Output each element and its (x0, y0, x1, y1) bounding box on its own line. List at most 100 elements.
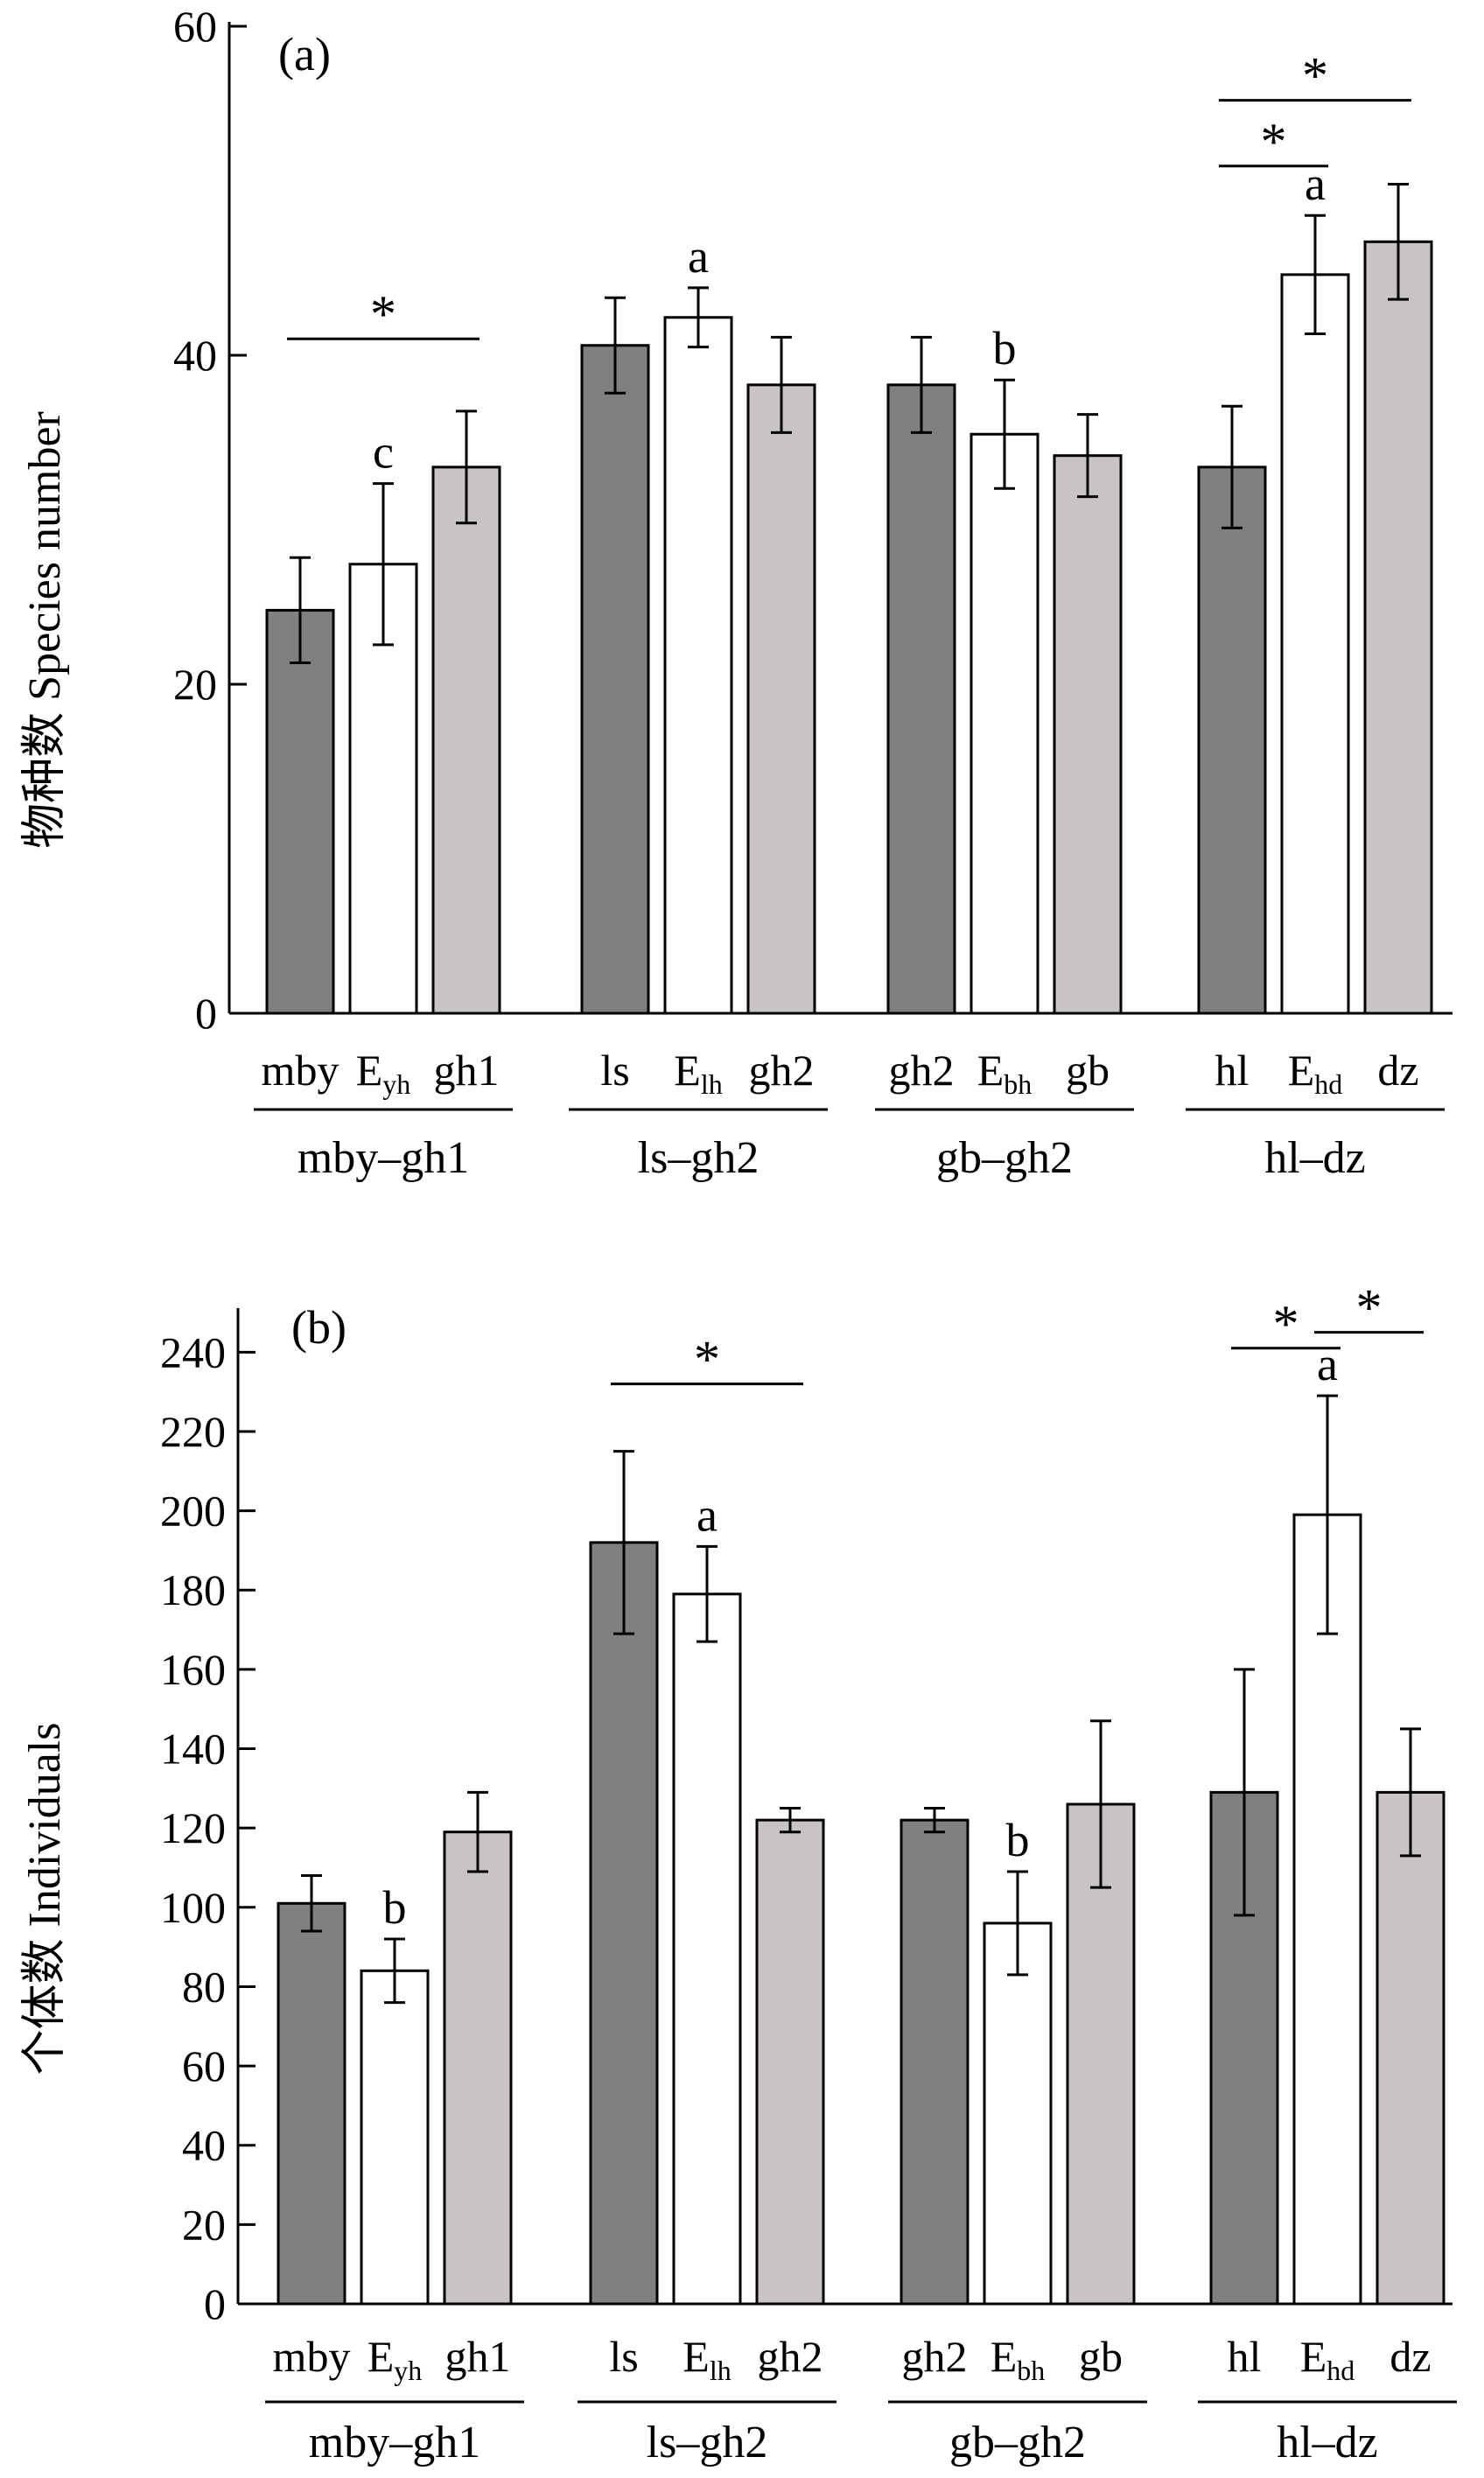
category-label-base: mby (273, 2332, 351, 2381)
category-label: ls (600, 1046, 629, 1095)
y-tick-label: 220 (160, 1407, 226, 1456)
category-label-base: gh2 (889, 1046, 955, 1095)
significance-star: * (1261, 113, 1287, 171)
bar (1053, 454, 1123, 1015)
significance-star: * (1356, 1279, 1382, 1337)
category-label-base: E (1288, 1046, 1315, 1095)
group-label: hl–dz (1277, 2418, 1378, 2468)
bar (1292, 1513, 1362, 2306)
category-label: hl (1228, 2332, 1262, 2381)
bar (672, 1592, 742, 2306)
category-label-base: gb (1066, 1046, 1110, 1095)
category-label: Eyh (356, 1046, 411, 1100)
category-label-base: E (356, 1046, 383, 1095)
category-label-base: ls (609, 2332, 638, 2381)
category-label-base: gh1 (434, 1046, 500, 1095)
group-label: mby–gh1 (309, 2418, 480, 2468)
bar (900, 1818, 970, 2306)
panel-a: 0 20 40 60 (a) 物种数 Species number mby c Eyh gh1 mb… (20, 2, 1452, 1183)
y-tick-label: 0 (195, 989, 217, 1038)
category-label: dz (1377, 1046, 1418, 1095)
bar (276, 1901, 346, 2306)
y-tick-label: 40 (182, 2121, 226, 2170)
significance-letter: a (688, 230, 709, 283)
significance-letter: b (993, 322, 1017, 374)
significance-letter: b (1006, 1814, 1030, 1866)
group-label: gb–gh2 (949, 2418, 1086, 2468)
panel-b: 0 20 40 60 80 100 120 140 160 180 200 220 240 (b) 个体数 … (20, 1279, 1457, 2468)
y-tick-label: 20 (182, 2200, 226, 2249)
category-label: gh2 (758, 2332, 823, 2381)
bar (886, 383, 956, 1015)
category-label-base: E (977, 1046, 1004, 1095)
y-tick-label: 200 (160, 1487, 226, 1536)
significance-star: * (370, 285, 396, 343)
category-label-base: E (1300, 2332, 1327, 2381)
category-label: mby (262, 1046, 340, 1095)
category-label: gh1 (434, 1046, 500, 1095)
bar (663, 316, 733, 1015)
group-label: ls–gh2 (638, 1133, 760, 1183)
category-label-sub: bh (1004, 1068, 1032, 1100)
category-label-base: gh2 (758, 2332, 823, 2381)
bar (360, 1969, 430, 2306)
category-label-sub: lh (710, 2355, 732, 2386)
y-axis-title: 物种数 Species number (20, 411, 70, 849)
y-tick-label: 140 (160, 1725, 226, 1774)
category-label-sub: yh (394, 2355, 422, 2386)
group-label: ls–gh2 (647, 2418, 768, 2468)
y-tick-label: 60 (182, 2041, 226, 2090)
category-label: gh2 (749, 1046, 815, 1095)
category-label-sub: hd (1326, 2355, 1354, 2386)
bar (1376, 1790, 1446, 2306)
category-label: gh2 (889, 1046, 955, 1095)
category-label-sub: yh (382, 1068, 410, 1100)
y-tick-label: 100 (160, 1883, 226, 1932)
panel-label: (a) (278, 28, 331, 80)
significance-letter: b (383, 1881, 407, 1934)
significance-star: * (1302, 47, 1328, 105)
bar (970, 432, 1040, 1015)
bar (443, 1830, 513, 2306)
category-label-sub: bh (1017, 2355, 1045, 2386)
bar (1280, 273, 1350, 1015)
category-label: mby (273, 2332, 351, 2381)
category-label-base: E (682, 2332, 710, 2381)
category-label: gh1 (445, 2332, 511, 2381)
category-label-sub: lh (701, 1068, 723, 1100)
category-label: ls (609, 2332, 638, 2381)
category-label-base: ls (600, 1046, 629, 1095)
significance-star: * (694, 1331, 720, 1389)
bar (265, 608, 335, 1015)
y-tick-label: 160 (160, 1645, 226, 1694)
category-label: dz (1390, 2332, 1431, 2381)
bar (755, 1818, 825, 2306)
bar (983, 1922, 1053, 2306)
category-label-base: E (368, 2332, 395, 2381)
category-label-base: mby (262, 1046, 340, 1095)
category-label-base: E (990, 2332, 1018, 2381)
category-label: gh2 (902, 2332, 968, 2381)
y-tick-label: 180 (160, 1565, 226, 1614)
panel-label: (b) (291, 1301, 346, 1354)
y-tick-label: 0 (204, 2279, 226, 2328)
group-label: gb–gh2 (936, 1133, 1073, 1183)
category-label-base: hl (1228, 2332, 1262, 2381)
y-axis-title: 个体数 Individuals (20, 1723, 70, 2076)
bar (431, 466, 501, 1015)
significance-letter: a (1317, 1338, 1338, 1390)
bar (589, 1541, 659, 2306)
category-label-base: gh2 (749, 1046, 815, 1095)
category-label-base: dz (1377, 1046, 1418, 1095)
group-label: hl–dz (1264, 1133, 1366, 1183)
category-label: Ebh (977, 1046, 1032, 1100)
category-label-sub: hd (1314, 1068, 1342, 1100)
category-label: gb (1079, 2332, 1123, 2381)
category-label: gb (1066, 1046, 1110, 1095)
y-tick-label: 40 (173, 331, 217, 380)
bar (1197, 466, 1267, 1015)
bar (580, 344, 650, 1015)
category-label-base: gh1 (445, 2332, 511, 2381)
category-label: Eyh (368, 2332, 423, 2386)
